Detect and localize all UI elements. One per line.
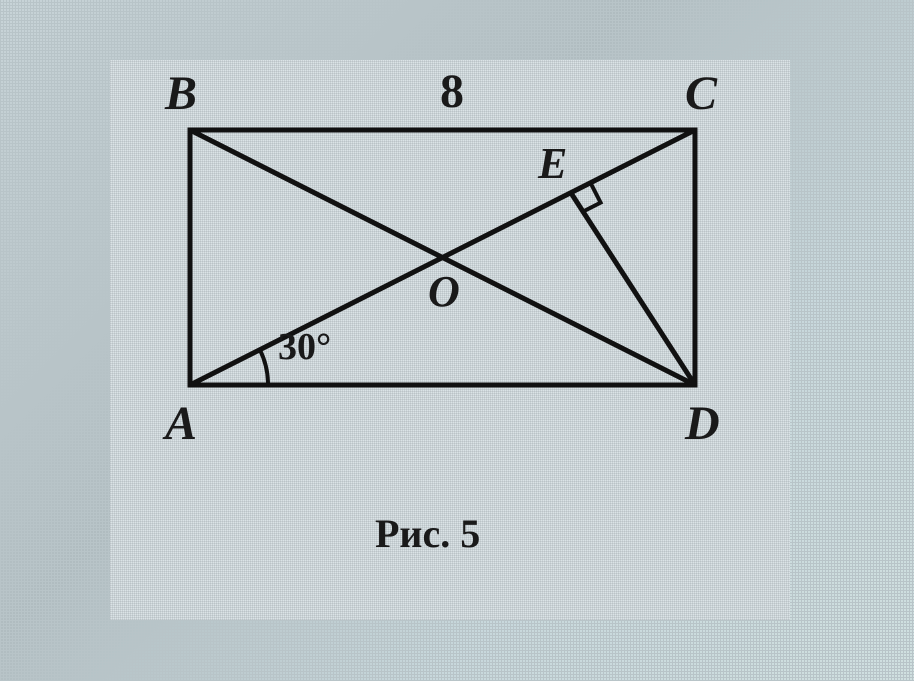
label-c: C: [685, 70, 717, 118]
figure-caption: Рис. 5: [375, 510, 480, 557]
label-d: D: [685, 400, 720, 448]
label-b: B: [165, 70, 197, 118]
label-a: A: [165, 400, 197, 448]
label-o: O: [428, 270, 460, 314]
label-top-length: 8: [440, 68, 464, 116]
angle-arc: [260, 350, 268, 385]
label-angle: 30°: [278, 328, 331, 366]
geometry-figure: B C A D O E 8 30° Рис. 5: [110, 60, 790, 620]
label-e: E: [538, 142, 567, 186]
